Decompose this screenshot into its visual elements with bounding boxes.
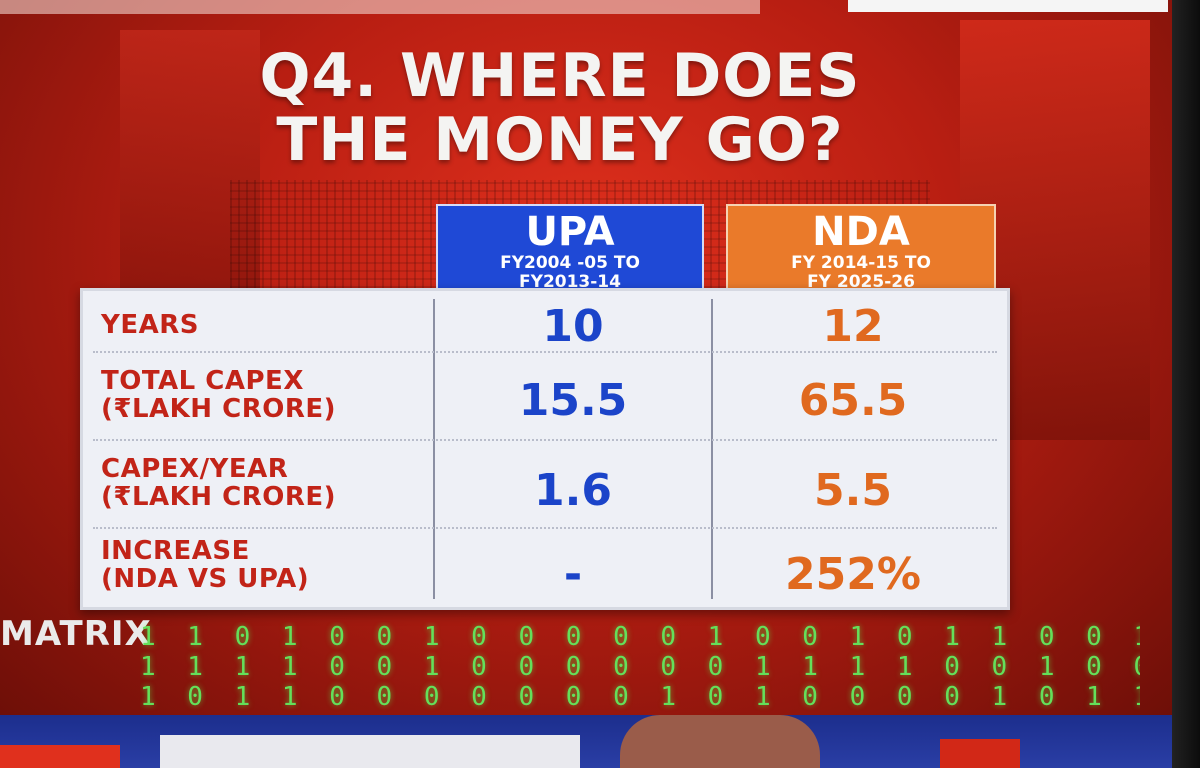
row-divider-3 bbox=[93, 527, 997, 531]
binary-row: 1 0 1 1 0 0 0 0 0 0 0 1 0 1 0 0 0 0 1 0 … bbox=[140, 682, 1140, 712]
top-right-box bbox=[848, 0, 1168, 12]
ticker-red-block-right bbox=[940, 739, 1020, 768]
row-label-line-1: YEARS bbox=[101, 310, 199, 340]
column-divider-1 bbox=[433, 299, 435, 599]
row-label-increase: INCREASE (NDA VS UPA) bbox=[101, 537, 309, 593]
nda-increase-value: 252% bbox=[785, 549, 921, 600]
row-label-line-2: (₹LAKH CRORE) bbox=[101, 394, 336, 424]
nda-period-line-1: FY 2014-15 TO bbox=[791, 253, 931, 273]
binary-rain-decoration: 1 1 0 1 0 0 1 0 0 0 0 0 1 0 0 1 0 1 1 0 … bbox=[140, 622, 1140, 712]
upa-years-value: 10 bbox=[542, 301, 604, 352]
title-line-1: Q4. WHERE DOES bbox=[259, 41, 861, 111]
show-logo: MATRIX bbox=[0, 614, 152, 654]
row-label-line-1: INCREASE bbox=[101, 536, 250, 566]
row-label-years: YEARS bbox=[101, 311, 199, 339]
upa-column-header: UPA FY2004 -05 TO FY2013-14 bbox=[436, 204, 704, 296]
column-divider-2 bbox=[711, 299, 713, 599]
binary-row: 1 1 1 1 0 0 1 0 0 0 0 0 0 1 1 1 1 0 0 1 … bbox=[140, 652, 1140, 682]
row-label-total-capex: TOTAL CAPEX (₹LAKH CRORE) bbox=[101, 367, 336, 423]
binary-row: 1 1 0 1 0 0 1 0 0 0 0 0 1 0 0 1 0 1 1 0 … bbox=[140, 622, 1140, 652]
ticker-white-block bbox=[160, 735, 580, 768]
nda-name: NDA bbox=[812, 209, 910, 255]
row-divider-2 bbox=[93, 439, 997, 443]
nda-period-line-2: FY 2025-26 bbox=[807, 272, 915, 292]
nda-years-value: 12 bbox=[822, 301, 884, 352]
tv-screen: Q4. WHERE DOES THE MONEY GO? UPA FY2004 … bbox=[0, 0, 1172, 715]
tv-bezel bbox=[1172, 0, 1200, 768]
nda-total-capex-value: 65.5 bbox=[798, 375, 908, 426]
ticker-red-block bbox=[0, 745, 120, 768]
upa-capex-per-year-value: 1.6 bbox=[534, 465, 612, 516]
nda-capex-per-year-value: 5.5 bbox=[814, 465, 892, 516]
row-label-capex-per-year: CAPEX/YEAR (₹LAKH CRORE) bbox=[101, 455, 336, 511]
upa-name: UPA bbox=[525, 209, 615, 255]
background-panel-left bbox=[120, 30, 260, 290]
title-line-2: THE MONEY GO? bbox=[276, 105, 844, 175]
upa-total-capex-value: 15.5 bbox=[518, 375, 628, 426]
top-banner bbox=[0, 0, 760, 14]
upa-period-line-2: FY2013-14 bbox=[519, 272, 621, 292]
presenter-avatar bbox=[620, 715, 820, 768]
row-label-line-2: (₹LAKH CRORE) bbox=[101, 482, 336, 512]
upa-increase-value: - bbox=[563, 549, 583, 600]
row-label-line-1: CAPEX/YEAR bbox=[101, 454, 289, 484]
row-label-line-2: (NDA VS UPA) bbox=[101, 564, 310, 594]
comparison-table: YEARS 10 12 TOTAL CAPEX (₹LAKH CRORE) 15… bbox=[80, 288, 1010, 610]
row-label-line-1: TOTAL CAPEX bbox=[101, 366, 304, 396]
bottom-ticker-strip bbox=[0, 715, 1200, 768]
row-divider-1 bbox=[93, 351, 997, 355]
nda-column-header: NDA FY 2014-15 TO FY 2025-26 bbox=[726, 204, 996, 296]
page-title: Q4. WHERE DOES THE MONEY GO? bbox=[130, 44, 990, 172]
upa-period-line-1: FY2004 -05 TO bbox=[500, 253, 640, 273]
